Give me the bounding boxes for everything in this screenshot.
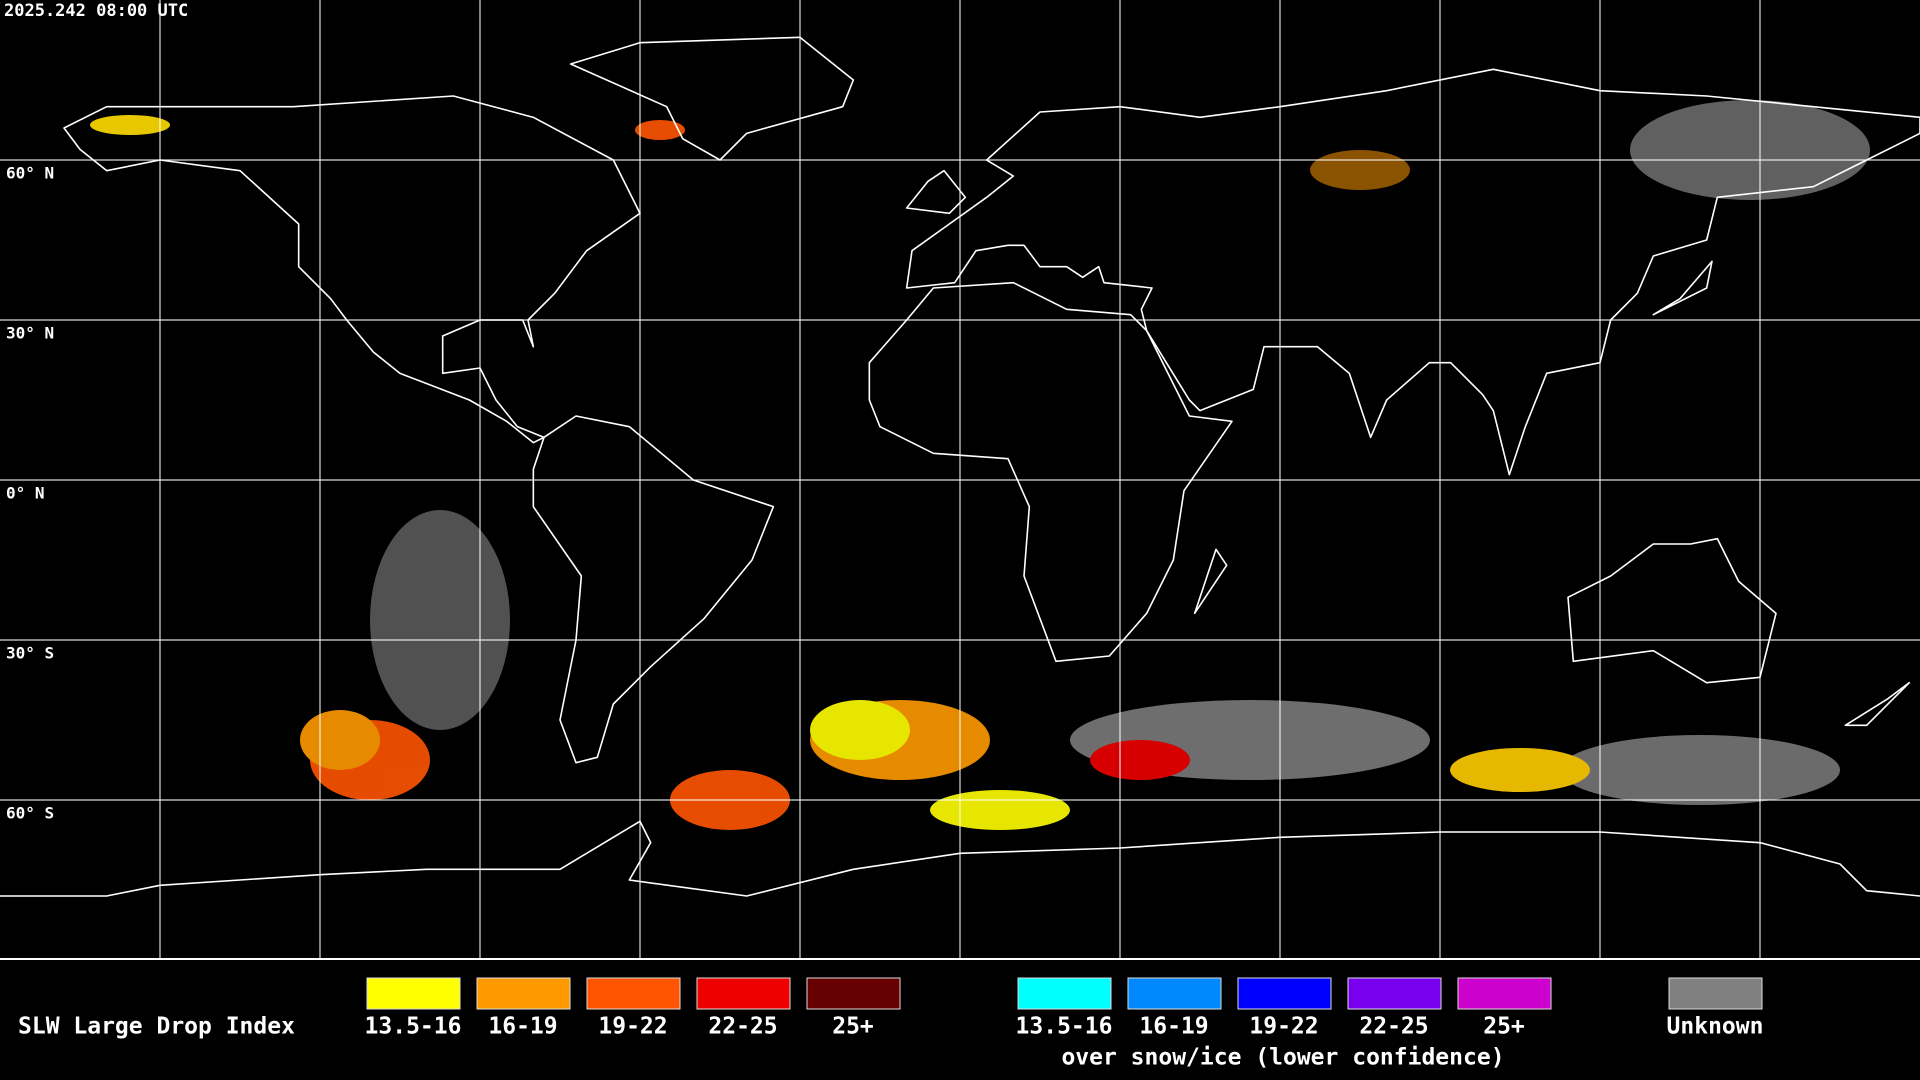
coastline	[533, 416, 773, 763]
legend-swatch	[1347, 977, 1442, 1010]
latitude-label: 60° S	[6, 804, 54, 823]
legend-label: 22-25	[708, 1014, 777, 1040]
legend-label: 13.5-16	[1016, 1014, 1113, 1040]
legend-swatch	[476, 977, 571, 1010]
legend-caption: over snow/ice (lower confidence)	[1061, 1045, 1504, 1071]
cloud-drop	[635, 120, 685, 140]
coastline	[907, 171, 1910, 726]
legend-label: 16-19	[488, 1014, 557, 1040]
legend-swatch	[366, 977, 461, 1010]
legend-swatch	[1668, 977, 1763, 1010]
legend-label: 16-19	[1139, 1014, 1208, 1040]
latitude-label: 30° S	[6, 644, 54, 663]
legend-swatch	[1457, 977, 1552, 1010]
legend-swatch	[1127, 977, 1222, 1010]
legend-swatch	[1237, 977, 1332, 1010]
legend-label: 22-25	[1359, 1014, 1428, 1040]
legend: 13.5-16 16-19 19-22 22-25 25+ 13.5-16 16-19 19-…	[365, 977, 1764, 1040]
legend-label: 19-22	[598, 1014, 667, 1040]
coastline	[1568, 539, 1776, 683]
legend-swatch	[696, 977, 791, 1010]
legend-label: Unknown	[1667, 1014, 1764, 1040]
coastline	[907, 69, 1920, 474]
cloud-unknown	[1630, 100, 1870, 200]
legend-label: 25+	[832, 1014, 874, 1040]
map	[0, 0, 1920, 958]
latitude-label: 30° N	[6, 324, 54, 343]
timestamp: 2025.242 08:00 UTC	[4, 1, 188, 21]
cloud-drop	[1450, 748, 1590, 792]
legend-title: SLW Large Drop Index	[18, 1014, 295, 1040]
graticule	[0, 0, 1920, 958]
legend-swatch	[1017, 977, 1112, 1010]
map-border	[0, 958, 1920, 960]
cloud-drop	[90, 115, 170, 135]
cloud-drop	[1310, 150, 1410, 190]
legend-label: 13.5-16	[365, 1014, 462, 1040]
cloud-unknown	[1560, 735, 1840, 805]
cloud-drop	[1090, 740, 1190, 780]
coastline	[571, 37, 854, 160]
legend-label: 19-22	[1249, 1014, 1318, 1040]
cloud-drop	[930, 790, 1070, 830]
latitude-label: 0° N	[6, 484, 45, 503]
latitude-label: 60° N	[6, 164, 54, 183]
coastline	[64, 96, 640, 443]
legend-swatch	[586, 977, 681, 1010]
cloud-drop	[810, 700, 910, 760]
legend-swatch	[806, 977, 901, 1010]
cloud-unknown	[370, 510, 510, 730]
cloud-drop	[300, 710, 380, 770]
legend-label: 25+	[1483, 1014, 1525, 1040]
